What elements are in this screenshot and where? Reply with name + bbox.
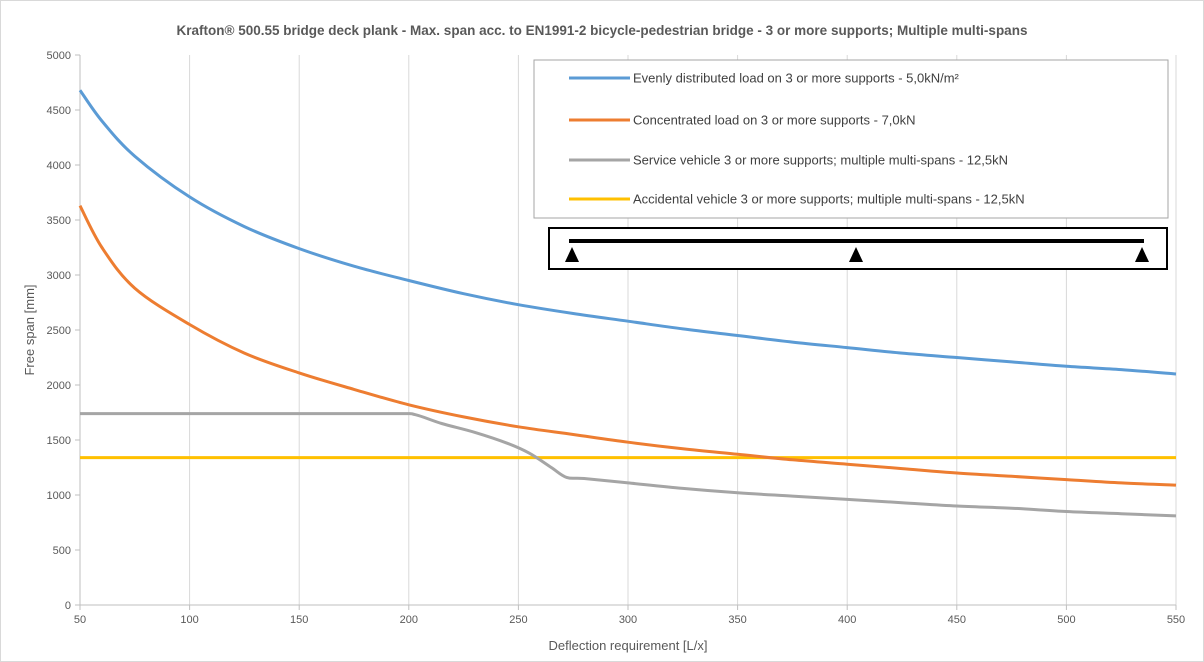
x-tick-label-550: 550 — [1167, 614, 1185, 626]
y-ticks: 0 500 1000 1500 2000 2500 3000 3500 4000 4500 5000 — [47, 50, 80, 612]
x-tick-label-50: 50 — [74, 614, 86, 626]
support-triangle-2 — [849, 247, 863, 262]
y-tick-label-4500: 4500 — [47, 105, 71, 117]
y-tick-label-4000: 4000 — [47, 160, 71, 172]
series-line-3 — [79, 412, 1177, 518]
support-diagram — [548, 227, 1168, 270]
y-axis-label: Free span [mm] — [22, 284, 37, 375]
x-ticks: 50 100 150 200 250 300 350 400 450 500 550 — [74, 605, 1185, 626]
y-tick-label-3000: 3000 — [47, 270, 71, 282]
legend: Evenly distributed load on 3 or more sup… — [533, 59, 1169, 219]
plot-lines — [78, 89, 1177, 518]
legend-box — [533, 59, 1169, 219]
x-tick-label-200: 200 — [400, 614, 418, 626]
y-tick-label-2000: 2000 — [47, 380, 71, 392]
series-line-1 — [78, 89, 1177, 376]
y-tick-label-5000: 5000 — [47, 50, 71, 62]
x-tick-label-300: 300 — [619, 614, 637, 626]
x-tick-label-450: 450 — [948, 614, 966, 626]
legend-entry-3: Service vehicle 3 or more supports; mult… — [633, 153, 1008, 168]
y-tick-label-500: 500 — [53, 545, 71, 557]
diagram-box — [548, 227, 1168, 270]
y-tick-label-1500: 1500 — [47, 435, 71, 447]
x-tick-label-350: 350 — [728, 614, 746, 626]
y-tick-label-2500: 2500 — [47, 325, 71, 337]
legend-entry-4: Accidental vehicle 3 or more supports; m… — [633, 192, 1025, 207]
legend-entry-2: Concentrated load on 3 or more supports … — [633, 113, 916, 128]
chart-title: Krafton® 500.55 bridge deck plank - Max.… — [177, 23, 1028, 38]
y-tick-label-1000: 1000 — [47, 490, 71, 502]
y-tick-label-0: 0 — [65, 600, 71, 612]
support-triangle-3 — [1135, 247, 1149, 262]
x-axis-label: Deflection requirement [L/x] — [549, 638, 708, 653]
y-tick-label-3500: 3500 — [47, 215, 71, 227]
support-triangle-1 — [565, 247, 579, 262]
x-tick-label-400: 400 — [838, 614, 856, 626]
x-tick-label-100: 100 — [180, 614, 198, 626]
x-tick-label-250: 250 — [509, 614, 527, 626]
x-tick-label-150: 150 — [290, 614, 308, 626]
legend-entry-1: Evenly distributed load on 3 or more sup… — [633, 71, 960, 86]
x-tick-label-500: 500 — [1057, 614, 1075, 626]
series-line-2 — [78, 205, 1177, 487]
